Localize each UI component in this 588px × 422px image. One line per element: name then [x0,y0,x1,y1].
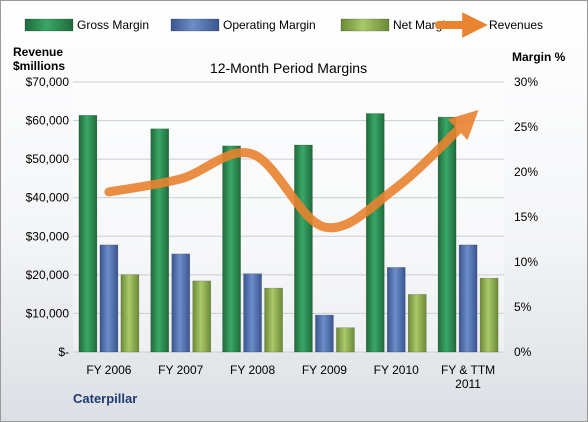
company-name: Caterpillar [73,391,137,406]
bar-operating-margin [243,273,262,353]
category-label: FY 2006 [86,363,131,377]
bar-gross-margin [78,115,98,353]
left-tick-label: $50,000 [26,152,70,166]
right-tick-label: 0% [514,345,532,359]
bar-net-margin [264,287,283,353]
left-axis-title: Revenue [13,45,63,59]
legend-label: Operating Margin [223,18,316,32]
bar-net-margin [479,277,499,353]
category-label: FY 2010 [374,363,419,377]
bar-operating-margin [99,244,119,353]
right-tick-label: 20% [514,165,538,179]
right-tick-label: 25% [514,120,538,134]
category-label: FY 2007 [158,363,203,377]
category-label: FY 2008 [230,363,275,377]
bar-net-margin [120,274,140,353]
right-tick-label: 10% [514,255,538,269]
left-tick-label: $40,000 [26,191,70,205]
revenue-line [104,109,479,233]
category-label: FY & TTM [441,363,495,377]
bar-operating-margin [315,314,334,353]
left-tick-label: $70,000 [26,75,70,89]
bar-gross-margin [365,113,385,353]
legend-swatch-net-margin [340,18,390,32]
legend-label: Revenues [489,18,543,32]
legend-label: Net Margin [393,18,452,32]
bar-net-margin [192,280,212,353]
legend-label: Gross Margin [77,18,149,32]
right-axis-title: Margin % [512,50,566,64]
legend-swatch-gross-margin [24,18,74,32]
bar-operating-margin [458,244,478,353]
category-label: 2011 [455,377,481,391]
bar-net-margin [336,327,355,353]
left-tick-label: $30,000 [26,229,70,243]
bar-net-margin [407,294,427,353]
right-tick-label: 30% [514,75,538,89]
chart-title: 12-Month Period Margins [210,60,367,76]
left-tick-label: $10,000 [26,306,70,320]
bar-operating-margin [386,267,406,353]
right-tick-label: 15% [514,210,538,224]
left-axis-title: $millions [13,59,65,73]
plot-area [73,82,504,352]
category-label: FY 2009 [302,363,347,377]
bar-gross-margin [437,116,457,353]
bar-gross-margin [150,128,170,353]
bar-gross-margin [222,145,241,353]
bar-operating-margin [171,253,191,353]
left-tick-label: $60,000 [26,114,70,128]
left-tick-label: $20,000 [26,268,70,282]
left-tick-label: $- [58,345,69,359]
right-tick-label: 5% [514,300,532,314]
legend-swatch-operating-margin [170,18,220,32]
bar-gross-margin [294,144,313,353]
